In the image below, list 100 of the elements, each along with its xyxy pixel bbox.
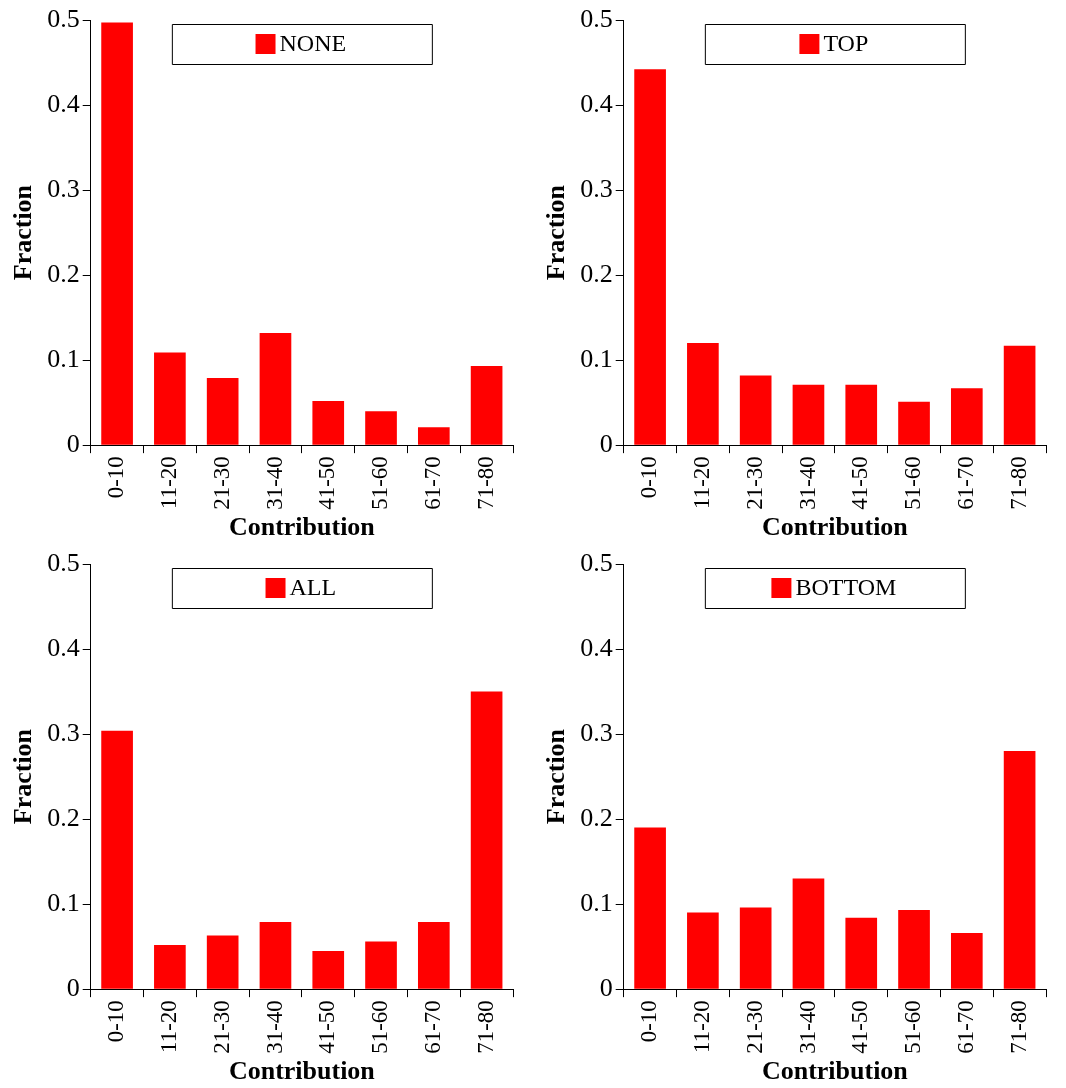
x-tick-label: 41-50 [314, 1000, 340, 1054]
x-tick-label: 11-20 [688, 456, 714, 509]
y-tick-label: 0.2 [580, 258, 613, 288]
x-tick-label: 61-70 [419, 1000, 445, 1054]
y-tick-label: 0.1 [47, 887, 80, 917]
y-tick-label: 0.4 [580, 88, 613, 118]
x-tick-label: 61-70 [952, 456, 978, 510]
x-tick-label: 71-80 [472, 456, 498, 510]
x-tick-label: 0-10 [636, 1000, 662, 1043]
x-tick-label: 41-50 [847, 1000, 873, 1054]
bar [739, 375, 772, 445]
bar [101, 22, 133, 445]
y-axis-title: Fraction [8, 728, 38, 825]
x-tick-label: 51-60 [900, 456, 926, 510]
y-tick-label: 0.1 [47, 343, 80, 373]
bar [634, 827, 666, 989]
y-axis-title: Fraction [8, 184, 38, 281]
x-tick-label: 71-80 [1005, 456, 1031, 510]
x-tick-label: 11-20 [155, 456, 181, 509]
y-tick-label: 0.3 [47, 173, 80, 203]
y-tick-label: 0.3 [580, 173, 613, 203]
bar [154, 352, 186, 445]
y-tick-label: 0.4 [580, 632, 613, 662]
bar [312, 950, 345, 989]
bar [792, 878, 825, 989]
bar [687, 912, 719, 989]
x-tick-label: 41-50 [847, 456, 873, 510]
x-tick-label: 41-50 [314, 456, 340, 510]
bar [950, 933, 983, 989]
x-tick-label: 51-60 [900, 1000, 926, 1054]
x-tick-label: 51-60 [367, 1000, 393, 1054]
y-tick-label: 0.5 [47, 3, 80, 33]
bar [1003, 345, 1036, 445]
y-axis-title: Fraction [541, 184, 571, 281]
y-tick-label: 0.2 [47, 258, 80, 288]
y-tick-label: 0.5 [580, 3, 613, 33]
x-tick-label: 31-40 [794, 1000, 820, 1054]
x-tick-label: 11-20 [688, 1000, 714, 1053]
bar [417, 921, 450, 989]
bar [634, 69, 666, 445]
y-tick-label: 0.4 [47, 88, 80, 118]
legend-label: NONE [279, 30, 347, 57]
x-tick-label: 0-10 [636, 456, 662, 499]
legend-label: BOTTOM [795, 574, 897, 601]
x-tick-label: 31-40 [794, 456, 820, 510]
bar [259, 921, 292, 989]
bar [739, 907, 772, 989]
x-tick-label: 71-80 [1005, 1000, 1031, 1054]
x-tick-label: 51-60 [367, 456, 393, 510]
y-tick-label: 0.5 [47, 547, 80, 577]
x-tick-label: 61-70 [952, 1000, 978, 1054]
bar [845, 917, 878, 989]
bar [470, 691, 503, 989]
y-tick-label: 0.1 [580, 887, 613, 917]
x-axis-title: Contribution [228, 1056, 376, 1086]
y-tick-label: 0 [599, 428, 613, 458]
legend-label: ALL [289, 574, 337, 601]
x-tick-label: 0-10 [103, 456, 129, 499]
x-tick-label: 61-70 [419, 456, 445, 510]
bar [365, 941, 397, 989]
bar [206, 377, 239, 445]
bar [898, 401, 930, 445]
x-tick-label: 11-20 [155, 1000, 181, 1053]
x-tick-label: 21-30 [741, 1000, 767, 1054]
x-tick-label: 71-80 [472, 1000, 498, 1054]
bar [1003, 751, 1036, 989]
y-tick-label: 0 [66, 428, 80, 458]
y-tick-label: 0 [599, 972, 613, 1002]
x-axis-title: Contribution [761, 1056, 909, 1086]
y-tick-label: 0.5 [580, 547, 613, 577]
y-tick-label: 0.2 [47, 802, 80, 832]
bar [898, 910, 930, 989]
y-tick-label: 0.4 [47, 632, 80, 662]
bar [417, 427, 450, 445]
y-axis-title: Fraction [541, 728, 571, 825]
bar [259, 332, 292, 445]
y-tick-label: 0 [66, 972, 80, 1002]
bar [154, 944, 186, 989]
bar [687, 343, 719, 445]
bar [365, 411, 397, 445]
y-tick-label: 0.1 [580, 343, 613, 373]
bar [206, 935, 239, 989]
x-axis-title: Contribution [761, 512, 909, 542]
x-tick-label: 0-10 [103, 1000, 129, 1043]
legend-label: TOP [823, 30, 869, 57]
x-tick-label: 31-40 [261, 456, 287, 510]
x-tick-label: 31-40 [261, 1000, 287, 1054]
x-axis-title: Contribution [228, 512, 376, 542]
bar [470, 366, 503, 445]
bar [950, 388, 983, 445]
bar [101, 730, 133, 989]
x-tick-label: 21-30 [208, 456, 234, 510]
x-tick-label: 21-30 [208, 1000, 234, 1054]
bar [312, 400, 345, 445]
y-tick-label: 0.2 [580, 802, 613, 832]
bar [845, 384, 878, 445]
y-tick-label: 0.3 [580, 717, 613, 747]
x-tick-label: 21-30 [741, 456, 767, 510]
bar [792, 384, 825, 445]
y-tick-label: 0.3 [47, 717, 80, 747]
